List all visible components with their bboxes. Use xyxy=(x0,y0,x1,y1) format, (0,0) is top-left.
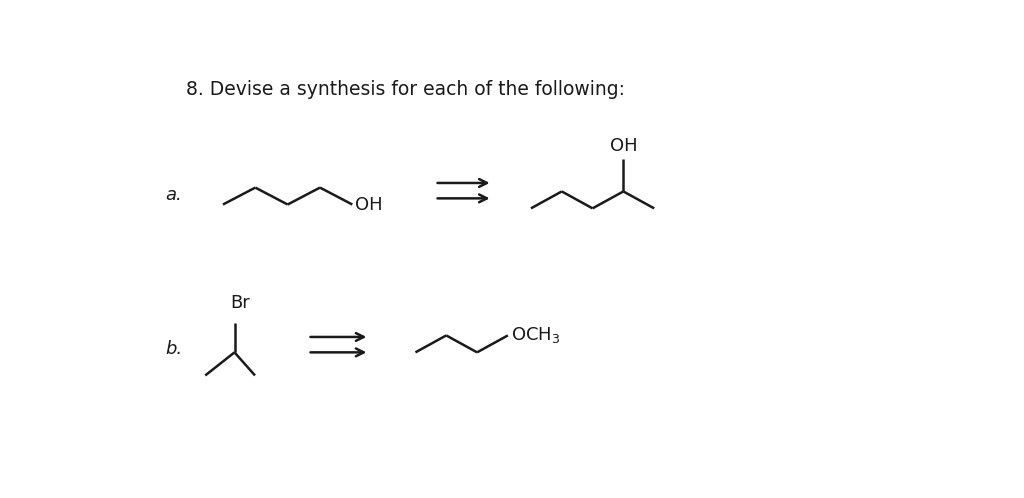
Text: b.: b. xyxy=(165,340,182,358)
Text: 8. Devise a synthesis for each of the following:: 8. Devise a synthesis for each of the fo… xyxy=(186,80,625,99)
Text: Br: Br xyxy=(230,294,251,312)
Text: OH: OH xyxy=(355,196,383,214)
Text: OH: OH xyxy=(609,137,637,155)
Text: a.: a. xyxy=(165,186,182,204)
Text: OCH$_3$: OCH$_3$ xyxy=(511,325,560,346)
